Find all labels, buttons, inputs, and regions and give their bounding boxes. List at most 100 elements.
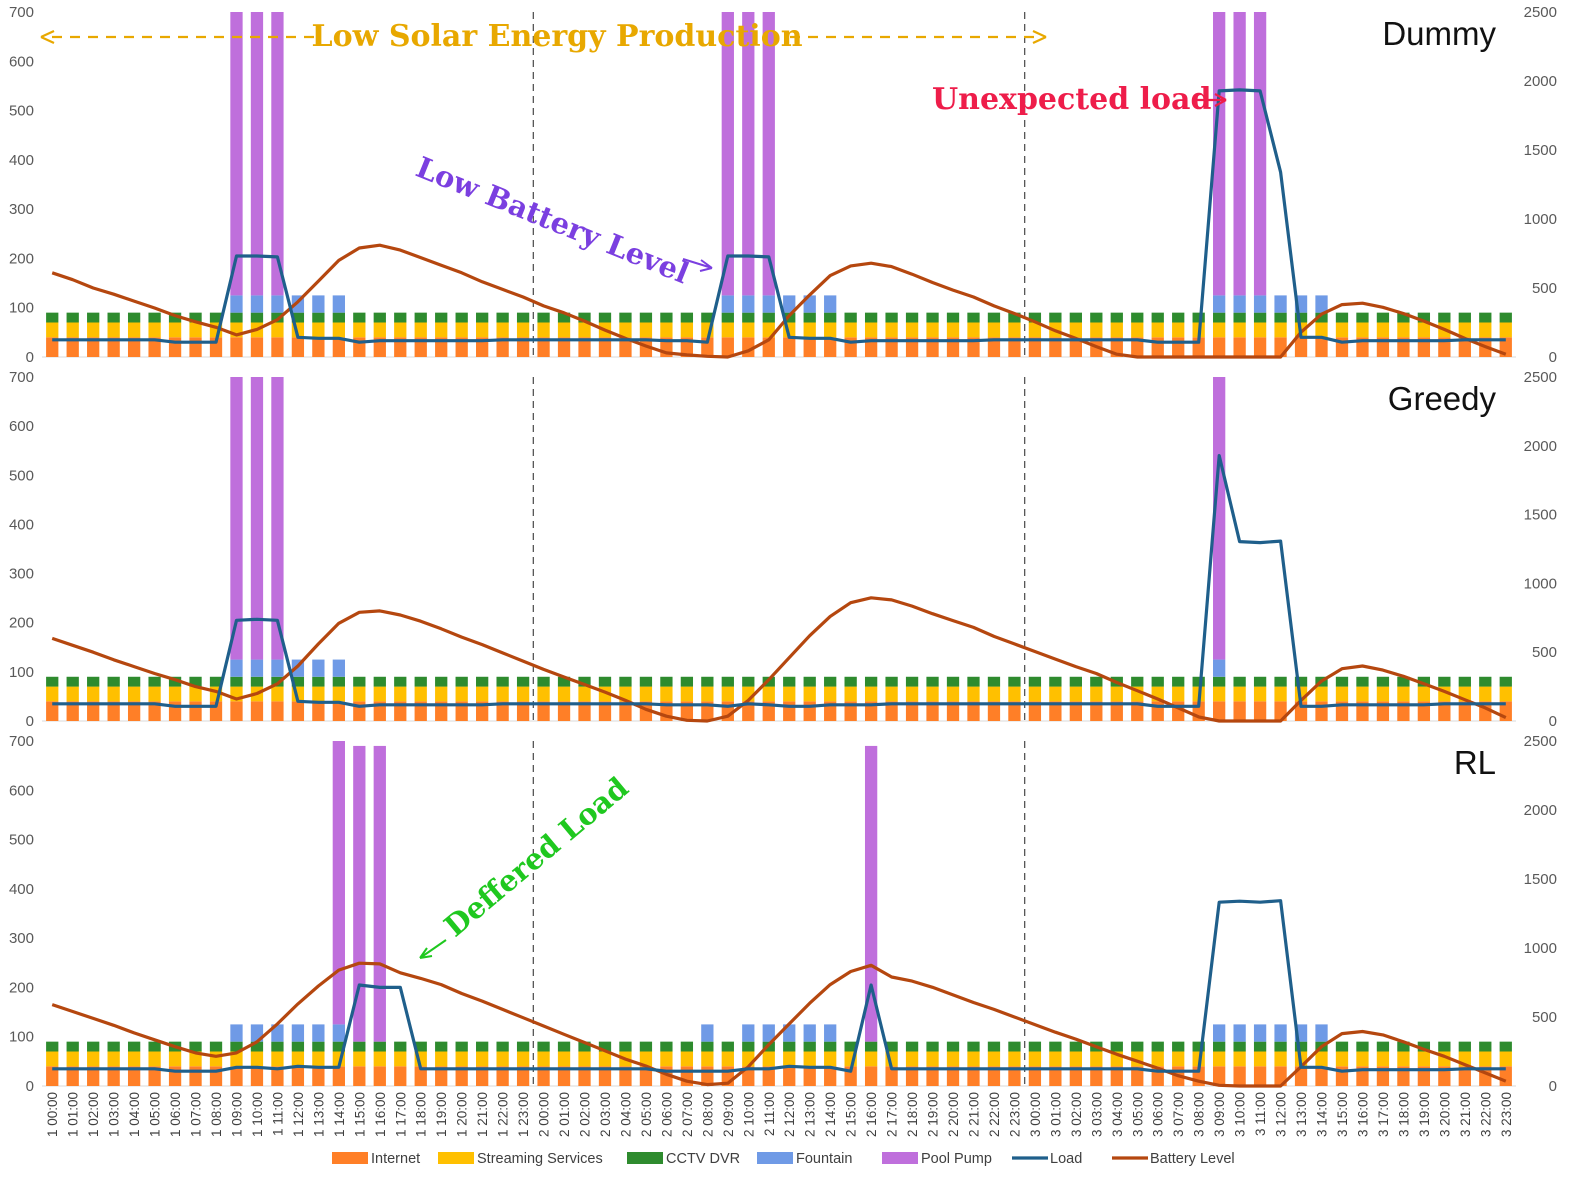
x-tick-label: 3 22:00: [1478, 1092, 1493, 1137]
bar-streaming: [701, 686, 714, 702]
bar-internet: [250, 701, 264, 721]
bar-streaming: [230, 1051, 243, 1067]
bar-streaming: [1253, 1051, 1267, 1067]
bar-streaming: [1356, 686, 1369, 702]
bar-internet: [1069, 1066, 1082, 1086]
bar-streaming: [926, 686, 939, 702]
bar-internet: [926, 701, 939, 721]
bar-cctv: [1253, 312, 1267, 323]
bar-internet: [312, 1066, 325, 1086]
x-tick-label: 1 03:00: [107, 1092, 122, 1137]
bar-streaming: [762, 322, 775, 338]
bar-streaming: [639, 322, 653, 338]
bar-streaming: [312, 1051, 325, 1067]
bar-streaming: [1499, 322, 1512, 338]
bar-streaming: [537, 322, 550, 338]
y-right-tick-label: 1000: [1524, 575, 1557, 592]
bar-internet: [1458, 337, 1471, 357]
bar-internet: [803, 701, 816, 721]
bar-streaming: [1172, 1051, 1185, 1067]
bar-streaming: [394, 686, 407, 702]
bar-cctv: [353, 1041, 366, 1052]
bar-internet: [1233, 1066, 1246, 1086]
x-tick-label: 3 08:00: [1192, 1092, 1207, 1137]
bar-internet: [721, 337, 734, 357]
bar-streaming: [476, 686, 489, 702]
bar-streaming: [680, 686, 694, 702]
panel-dummy: 0 100 200 300 400 500 600 700 0 500 1000 1500 2000 25…: [9, 4, 1557, 366]
bar-cctv: [476, 1041, 489, 1052]
bar-cctv: [1315, 312, 1328, 323]
panel-title: Greedy: [1388, 380, 1497, 417]
bar-cctv: [496, 1041, 509, 1052]
bar-internet: [496, 337, 509, 357]
bar-streaming: [127, 686, 141, 702]
bar-internet: [803, 1066, 816, 1086]
legend-swatch: [627, 1152, 663, 1164]
bar-streaming: [1069, 322, 1082, 338]
bar-internet: [1028, 1066, 1042, 1086]
bar-fountain: [1274, 295, 1287, 313]
bar-cctv: [1479, 676, 1492, 687]
bar-cctv: [1253, 1041, 1267, 1052]
bar-streaming: [1069, 1051, 1082, 1067]
bar-internet: [1008, 1066, 1021, 1086]
bar-internet: [1069, 701, 1082, 721]
bar-internet: [783, 701, 796, 721]
bar-streaming: [1458, 322, 1471, 338]
bar-streaming: [1008, 322, 1021, 338]
bar-internet: [46, 1066, 59, 1086]
bar-streaming: [905, 322, 919, 338]
bar-internet: [1315, 1066, 1328, 1086]
bar-cctv: [455, 676, 468, 687]
bar-streaming: [885, 686, 898, 702]
bar-streaming: [435, 1051, 448, 1067]
bar-cctv: [639, 1041, 653, 1052]
bar-internet: [148, 701, 161, 721]
bar-streaming: [1090, 1051, 1103, 1067]
bar-cctv: [639, 676, 653, 687]
bar-internet: [189, 701, 202, 721]
x-tick-label: 3 19:00: [1417, 1092, 1432, 1137]
bar-cctv: [1397, 676, 1410, 687]
bar-internet: [66, 701, 79, 721]
bar-fountain: [332, 295, 345, 313]
bar-internet: [557, 337, 571, 357]
bar-streaming: [87, 322, 100, 338]
bar-cctv: [496, 676, 509, 687]
bar-internet: [1213, 1066, 1226, 1086]
bar-streaming: [1335, 686, 1349, 702]
bar-streaming: [824, 686, 837, 702]
bar-fountain: [803, 1024, 816, 1042]
x-tick-label: 2 02:00: [578, 1092, 593, 1137]
bar-cctv: [721, 312, 734, 323]
bar-pool-pump: [1213, 377, 1226, 660]
bar-cctv: [1499, 676, 1512, 687]
bar-cctv: [742, 1041, 755, 1052]
bar-streaming: [353, 686, 366, 702]
bar-internet: [87, 701, 100, 721]
bar-cctv: [1192, 1041, 1205, 1052]
bar-streaming: [742, 322, 755, 338]
bar-streaming: [803, 322, 816, 338]
bar-streaming: [762, 1051, 775, 1067]
bar-streaming: [1110, 322, 1123, 338]
x-tick-label: 3 17:00: [1376, 1092, 1391, 1137]
bar-streaming: [414, 686, 427, 702]
bar-cctv: [660, 676, 673, 687]
bar-cctv: [373, 312, 386, 323]
x-tick-label: 2 05:00: [639, 1092, 654, 1137]
bar-cctv: [1008, 1041, 1021, 1052]
bar-internet: [496, 1066, 509, 1086]
x-tick-label: 1 14:00: [332, 1092, 347, 1137]
y-right-tick-label: 0: [1549, 713, 1557, 730]
y-left-tick-label: 300: [9, 566, 34, 583]
bar-streaming: [168, 1051, 182, 1067]
legend-swatch: [757, 1152, 793, 1164]
bar-cctv: [291, 312, 305, 323]
y-left-tick-label: 200: [9, 615, 34, 632]
bar-pool-pump: [1253, 12, 1267, 296]
y-left-tick-label: 300: [9, 201, 34, 218]
bar-streaming: [1417, 686, 1431, 702]
bar-streaming: [967, 686, 980, 702]
